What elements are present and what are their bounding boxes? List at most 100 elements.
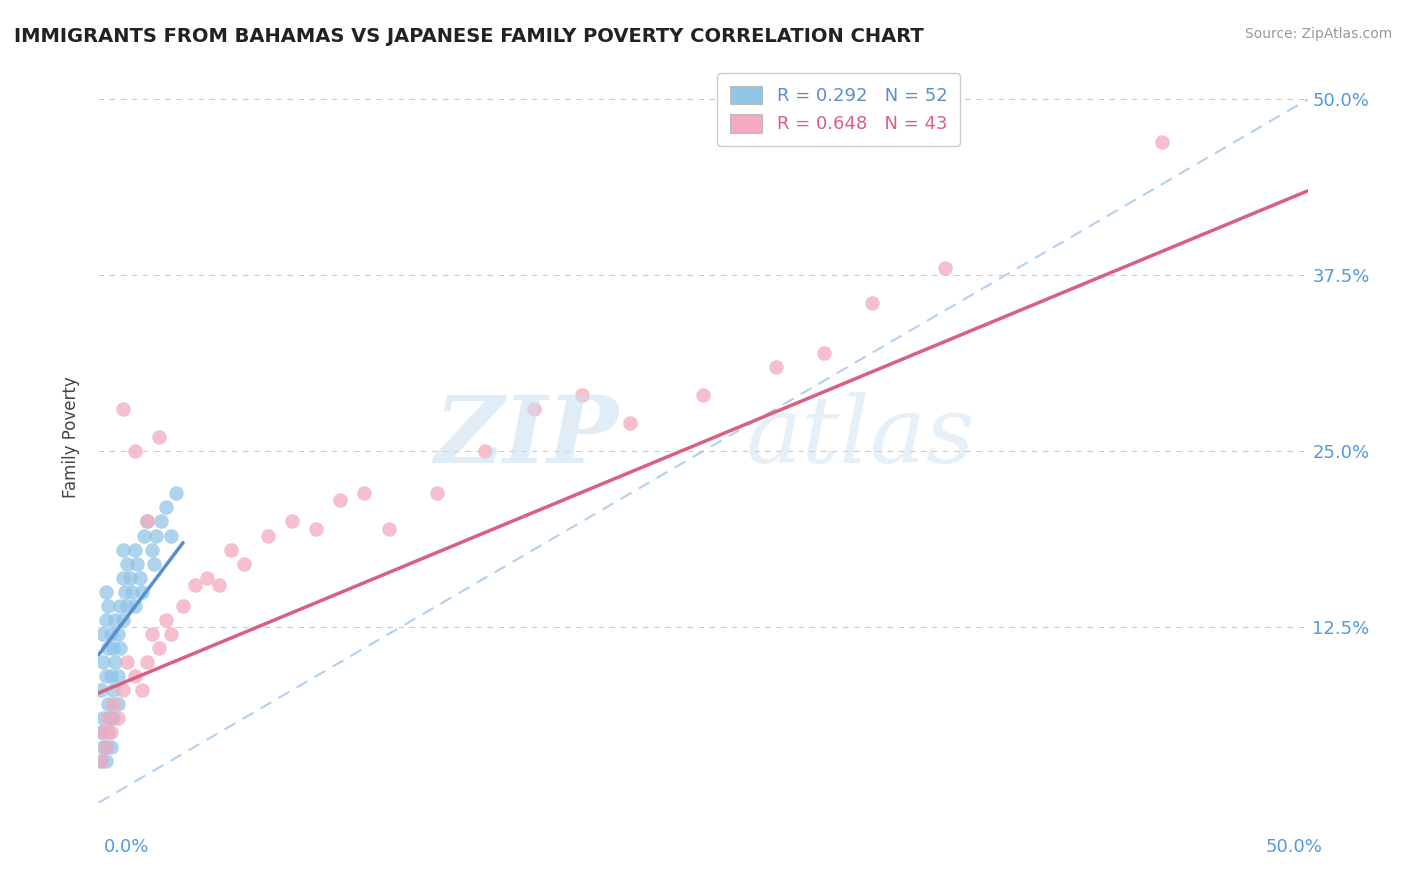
Point <box>100 711 122 725</box>
Point <box>124 444 146 458</box>
Point <box>108 599 131 613</box>
Point <box>765 359 787 374</box>
Point <box>91 711 114 725</box>
Point <box>221 542 243 557</box>
Point <box>232 557 254 571</box>
Text: Source: ZipAtlas.com: Source: ZipAtlas.com <box>1244 27 1392 41</box>
Point <box>90 683 112 698</box>
Legend: R = 0.292   N = 52, R = 0.648   N = 43: R = 0.292 N = 52, R = 0.648 N = 43 <box>717 73 960 146</box>
Point <box>474 444 496 458</box>
Point <box>91 725 114 739</box>
Point <box>97 641 120 656</box>
Point <box>165 486 187 500</box>
Point <box>117 557 139 571</box>
Point <box>184 578 207 592</box>
Point <box>107 711 129 725</box>
Point <box>426 486 449 500</box>
Point <box>135 655 157 669</box>
Point <box>114 584 136 599</box>
Point <box>148 641 170 656</box>
Point <box>305 521 328 535</box>
Point <box>141 542 163 557</box>
Point <box>111 571 134 585</box>
Point <box>377 521 399 535</box>
Point <box>155 613 177 627</box>
Point <box>523 401 546 416</box>
Text: 0.0%: 0.0% <box>104 838 149 856</box>
Point <box>1152 135 1174 149</box>
Point <box>124 542 146 557</box>
Point <box>100 627 122 641</box>
Text: atlas: atlas <box>745 392 974 482</box>
Point <box>143 557 166 571</box>
Point <box>94 754 117 768</box>
Point <box>121 584 143 599</box>
Y-axis label: Family Poverty: Family Poverty <box>62 376 80 498</box>
Point <box>101 641 124 656</box>
Point <box>91 655 114 669</box>
Point <box>195 571 218 585</box>
Point <box>571 388 593 402</box>
Point <box>108 641 131 656</box>
Point <box>281 515 304 529</box>
Point <box>111 542 134 557</box>
Point <box>91 739 114 754</box>
Point <box>111 613 134 627</box>
Point <box>111 401 134 416</box>
Point <box>160 528 183 542</box>
Point <box>124 669 146 683</box>
Point <box>131 683 153 698</box>
Point <box>100 669 122 683</box>
Text: IMMIGRANTS FROM BAHAMAS VS JAPANESE FAMILY POVERTY CORRELATION CHART: IMMIGRANTS FROM BAHAMAS VS JAPANESE FAMI… <box>14 27 924 45</box>
Point <box>934 261 956 276</box>
Point <box>619 416 641 430</box>
Point <box>145 528 167 542</box>
Point <box>124 599 146 613</box>
Point <box>117 655 139 669</box>
Point <box>135 515 157 529</box>
Point <box>813 345 835 359</box>
Point <box>101 698 124 712</box>
Point <box>101 683 124 698</box>
Point <box>329 493 352 508</box>
Point <box>131 584 153 599</box>
Point <box>90 754 112 768</box>
Point <box>117 599 139 613</box>
Text: 50.0%: 50.0% <box>1265 838 1322 856</box>
Point <box>208 578 231 592</box>
Point <box>91 627 114 641</box>
Point <box>256 528 278 542</box>
Point <box>111 683 134 698</box>
Point <box>94 739 117 754</box>
Point <box>94 739 117 754</box>
Point <box>692 388 714 402</box>
Point <box>128 571 150 585</box>
Point <box>353 486 375 500</box>
Point <box>160 627 183 641</box>
Point <box>127 557 149 571</box>
Point <box>97 698 120 712</box>
Point <box>94 584 117 599</box>
Point <box>97 725 120 739</box>
Point <box>100 739 122 754</box>
Point <box>172 599 194 613</box>
Point <box>107 698 129 712</box>
Point <box>118 571 141 585</box>
Point <box>148 430 170 444</box>
Point <box>101 711 124 725</box>
Point <box>90 754 112 768</box>
Point <box>141 627 163 641</box>
Text: ZIP: ZIP <box>434 392 619 482</box>
Point <box>134 528 156 542</box>
Point <box>135 515 157 529</box>
Point <box>97 711 120 725</box>
Point <box>104 613 127 627</box>
Point <box>90 725 112 739</box>
Point <box>104 655 127 669</box>
Point <box>97 599 120 613</box>
Point <box>150 515 173 529</box>
Point <box>155 500 177 515</box>
Point <box>94 669 117 683</box>
Point <box>107 627 129 641</box>
Point <box>94 613 117 627</box>
